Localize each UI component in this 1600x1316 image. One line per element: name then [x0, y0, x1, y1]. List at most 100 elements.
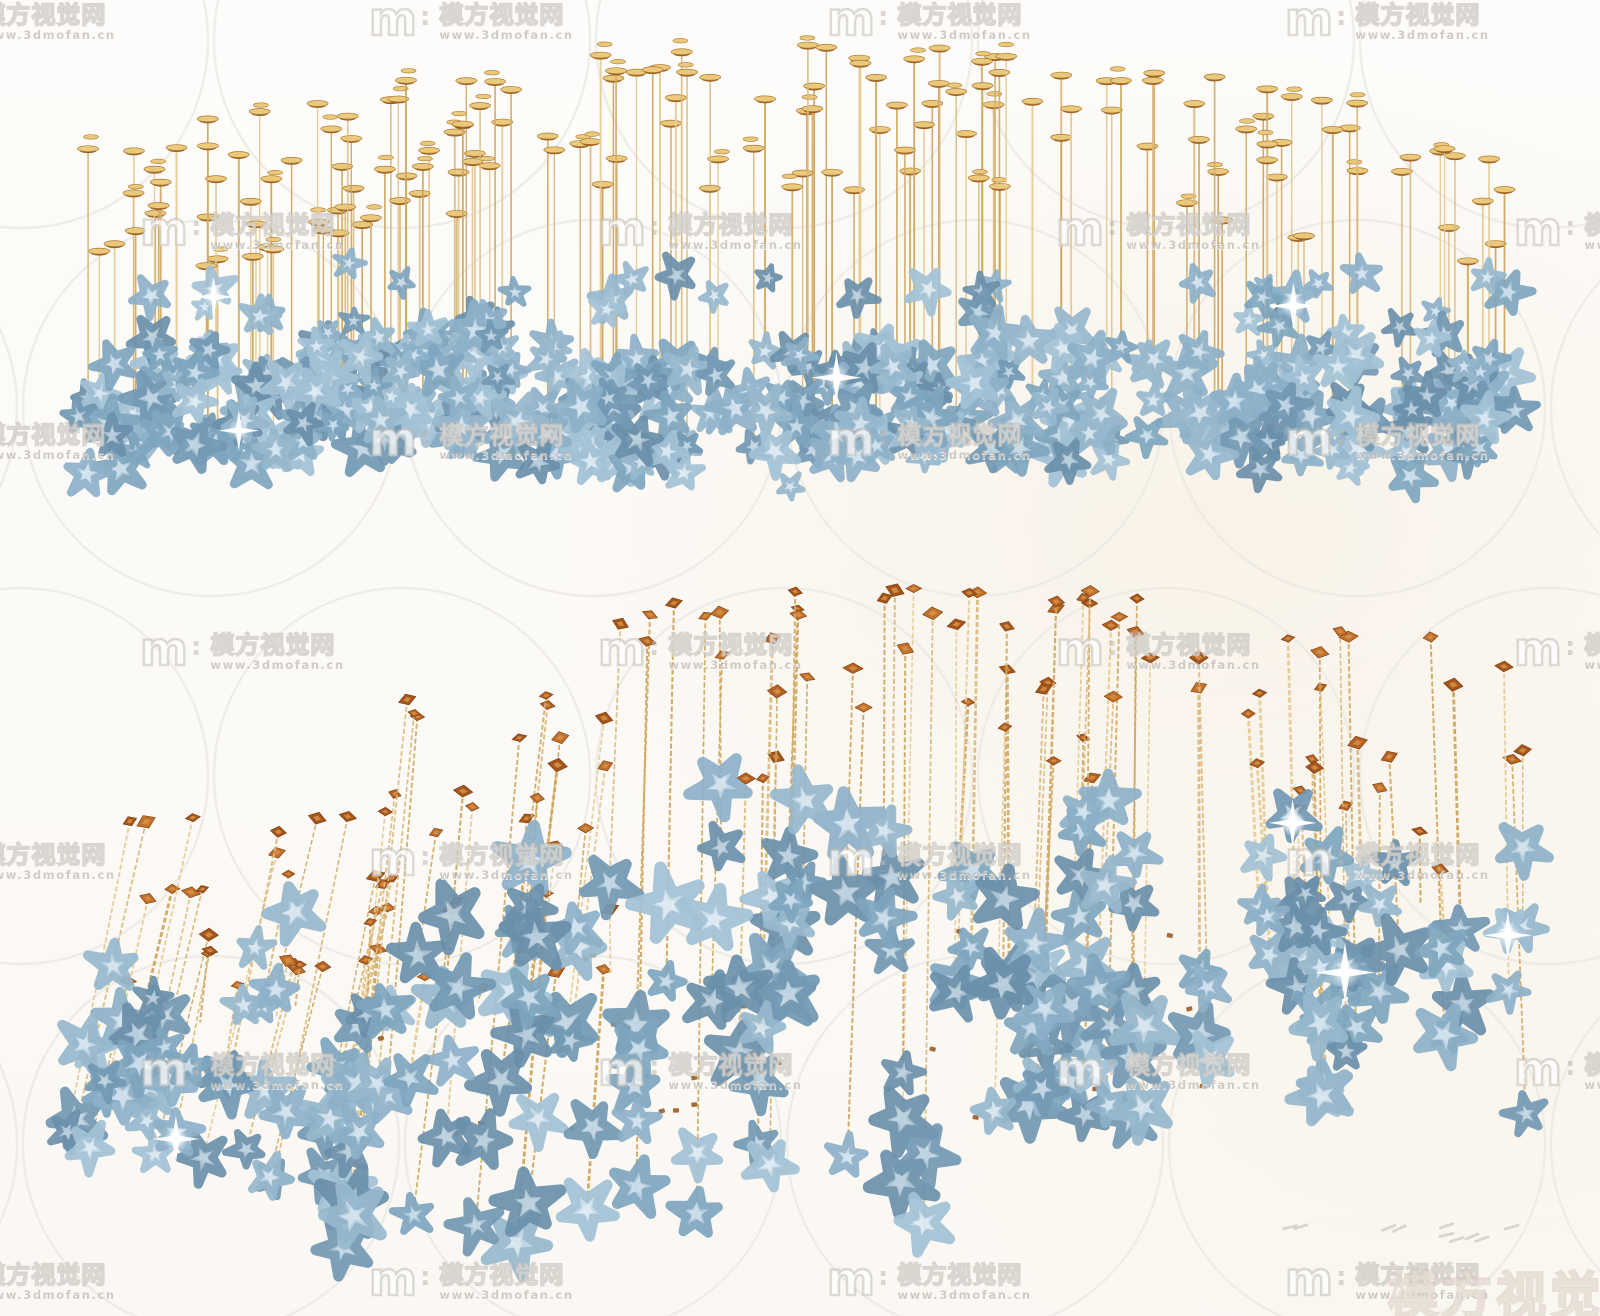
rod-diamond-cap [279, 954, 298, 967]
rod-diamond-cap [1083, 772, 1101, 784]
starfish-pendant [893, 1192, 956, 1258]
starfish-pendant [387, 384, 433, 435]
rod-diamond-cap [787, 586, 803, 597]
hanging-rod [1132, 631, 1137, 992]
starfish-pendant [1470, 257, 1507, 295]
rod-disc-cap [1346, 92, 1369, 108]
backdrop-circle [976, 586, 1356, 966]
rod-diamond-cap [511, 733, 528, 742]
starfish-pendant [474, 319, 509, 354]
starfish-pendant [132, 975, 175, 1020]
starfish-pendant [1347, 962, 1410, 1024]
rod-disc-cap [698, 184, 721, 193]
starfish-pendant [833, 396, 886, 448]
rod-disc-cap [995, 41, 1018, 61]
starfish-pendant [410, 344, 465, 398]
rod-diamond-cap [308, 811, 327, 825]
backdrop-circle [0, 586, 210, 966]
rod-disc-cap [967, 169, 990, 183]
reflection-dash [1438, 1232, 1455, 1238]
rod-diamond-cap [1047, 595, 1065, 608]
rod-disc-cap [374, 154, 396, 174]
starfish-pendant [526, 340, 568, 379]
starfish-pendant [868, 1086, 939, 1159]
rod-disc-cap [491, 118, 514, 127]
hanging-rod [760, 638, 774, 1028]
starfish-pendant [932, 870, 979, 921]
starfish-pendant [1283, 875, 1326, 913]
rod-disc-cap [869, 126, 891, 134]
rod-disc-cap [103, 240, 126, 249]
starfish-pendant [1288, 992, 1349, 1062]
starfish-pendant [823, 1130, 869, 1178]
rod-disc-cap [927, 79, 950, 88]
starfish-pendant [1262, 382, 1314, 429]
starfish-pendant [1080, 854, 1137, 914]
starfish-pendant [703, 1018, 774, 1087]
rod-disc-cap [334, 203, 357, 212]
starfish-pendant [329, 1104, 385, 1160]
rod-disc-cap [928, 44, 951, 53]
rod-disc-cap [641, 66, 664, 75]
starfish-pendant [491, 819, 572, 896]
rod-disc-cap [389, 197, 411, 206]
starfish-pendant [588, 289, 627, 328]
starfish-pendant [497, 275, 532, 307]
rod-disc-cap [1433, 145, 1456, 154]
starfish-pendant [1339, 252, 1383, 294]
starfish-pendant [1178, 263, 1217, 304]
rod-diamond-cap [961, 587, 978, 598]
starfish-pendant [382, 350, 421, 394]
rod-disc-cap [241, 252, 264, 261]
starfish-pendant [356, 395, 407, 444]
hanging-rod [1104, 696, 1115, 886]
rod-diamond-cap [1249, 758, 1265, 769]
rod-disc-cap [945, 82, 968, 96]
starfish-pendant [929, 964, 986, 1023]
starfish-pendant [1284, 1065, 1354, 1127]
starfish-pendant [1013, 982, 1076, 1041]
rod-disc-cap [408, 189, 431, 198]
rod-diamond-cap [268, 846, 286, 859]
rod-diamond-cap [1332, 626, 1348, 637]
hanging-rod [268, 966, 324, 1177]
starfish-pendant [857, 427, 896, 465]
starfish-pendant [1244, 277, 1284, 319]
starfish-pendant [1281, 434, 1324, 477]
rod-disc-cap [197, 142, 219, 151]
hanging-rod [569, 765, 607, 1042]
rod-disc-cap [821, 168, 843, 177]
rod-disc-cap [143, 158, 167, 174]
rod-disc-cap [1252, 112, 1275, 121]
rod-diamond-cap [270, 825, 287, 838]
rod-diamond-cap [756, 773, 770, 783]
starfish-pendant [905, 442, 942, 474]
rod-diamond-cap [1252, 688, 1268, 698]
rod-diamond-cap [358, 955, 373, 965]
rod-diamond-cap [1305, 761, 1324, 774]
reflection-dash [1448, 1236, 1465, 1244]
starfish-pendant [1294, 906, 1348, 956]
hanging-rod [608, 623, 622, 884]
rod-diamond-cap [551, 731, 570, 744]
starfish-pendant [1245, 339, 1277, 373]
starfish-pendant [417, 1108, 472, 1168]
rod-diamond-cap [612, 617, 629, 630]
rod-disc-cap [971, 82, 994, 91]
rod-disc-cap [886, 101, 908, 110]
starfish-pendant [1177, 330, 1225, 374]
starfish-pendant [1369, 839, 1420, 887]
starfish-pendant [695, 355, 736, 396]
reflection-dash [1464, 1232, 1480, 1241]
rod-disc-cap [1391, 167, 1413, 176]
starfish-pendant [1413, 319, 1452, 358]
hanging-rod [845, 668, 854, 894]
rod-bead [691, 1075, 698, 1081]
rod-disc-cap [971, 51, 993, 66]
starfish-pendant [642, 390, 692, 440]
rod-diamond-cap [465, 802, 480, 812]
rod-diamond-cap [407, 709, 421, 718]
rod-diamond-cap [885, 583, 905, 597]
starfish-pendant [1069, 1044, 1119, 1094]
starfish-pendant [624, 861, 705, 944]
